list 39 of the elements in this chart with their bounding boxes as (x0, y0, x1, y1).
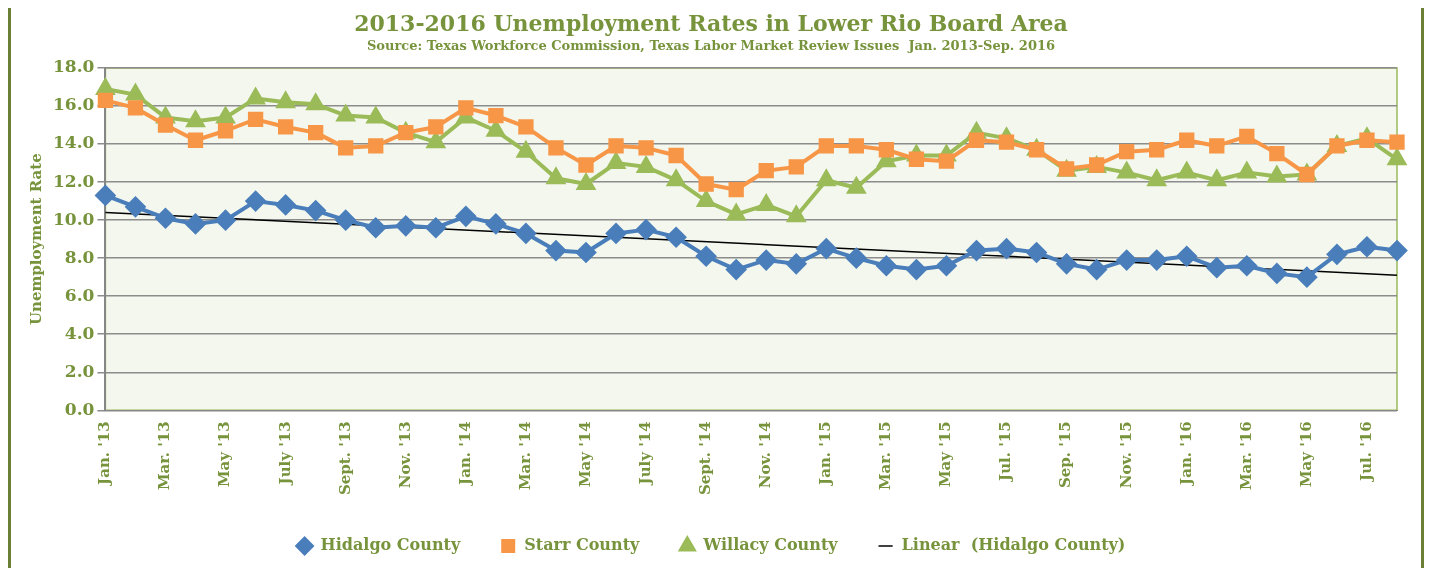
x-tick-label: Nov. '15 (1116, 421, 1135, 489)
x-tick-label: Mar. '13 (155, 421, 174, 491)
y-tick-label: 10.0 (53, 208, 95, 229)
x-tick-label: Mar. '16 (1236, 421, 1255, 491)
y-tick-label: 14.0 (53, 132, 95, 153)
legend-label: Hidalgo County (320, 535, 461, 555)
x-tick-label: Sept. '14 (696, 421, 715, 496)
y-tick-label: 12.0 (53, 170, 95, 191)
legend-label: Starr County (524, 535, 641, 555)
x-tick-label: Jan. '14 (455, 421, 474, 487)
x-tick-label: May '14 (575, 421, 594, 488)
x-tick-label: May '16 (1296, 421, 1315, 488)
x-tick-label: Jan. '13 (95, 421, 114, 487)
x-tick-label: Jan. '15 (816, 421, 835, 487)
x-tick-label: July '14 (635, 421, 654, 487)
y-tick-label: 0.0 (64, 398, 95, 419)
x-tick-label: May '13 (215, 421, 234, 488)
legend-label: Willacy County (702, 535, 839, 555)
y-tick-label: 16.0 (53, 94, 95, 115)
x-tick-label: May '15 (936, 421, 955, 488)
y-tick-label: 2.0 (64, 360, 95, 381)
x-tick-label: Mar. '14 (515, 421, 534, 491)
x-tick-label: Jan. '16 (1176, 421, 1195, 487)
y-axis-title: Unemployment Rate (26, 153, 45, 326)
chart-title: 2013-2016 Unemployment Rates in Lower Rio Board Area (354, 9, 1068, 36)
y-tick-label: 4.0 (64, 322, 95, 343)
chart-subtitle: Source: Texas Workforce Commission, Texas Labor Market Review Issues Jan. 2013-Sep. 2016 (366, 37, 1056, 53)
x-tick-label: Jul. '16 (1356, 421, 1375, 483)
x-tick-label: July '13 (275, 421, 294, 487)
y-tick-label: 8.0 (64, 246, 95, 267)
x-tick-label: Mar. '15 (876, 421, 895, 491)
x-tick-label: Nov. '14 (756, 421, 775, 489)
x-tick-label: Nov. '13 (395, 421, 414, 489)
x-tick-label: Jul. '15 (996, 421, 1015, 483)
y-tick-label: 18.0 (53, 56, 95, 77)
y-tick-label: 6.0 (64, 284, 95, 305)
x-tick-label: Sept. '13 (335, 421, 354, 496)
legend-label: Linear (Hidalgo County) (901, 535, 1126, 555)
x-tick-label: Sep. '15 (1056, 421, 1075, 489)
